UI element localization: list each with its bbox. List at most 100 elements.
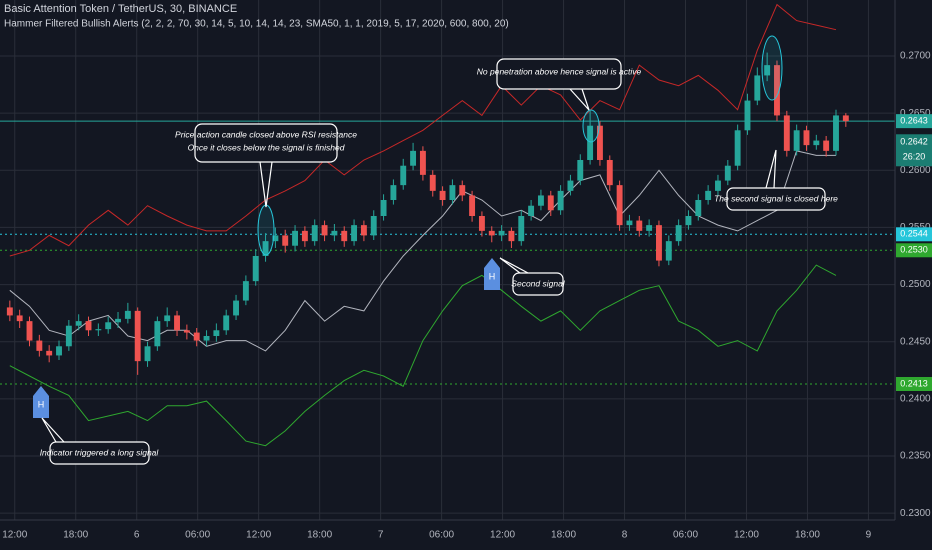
candle-body: [213, 330, 220, 336]
x-tick-label: 12:00: [490, 530, 515, 541]
indicator-title: Hammer Filtered Bullish Alerts (2, 2, 2,…: [4, 19, 509, 30]
callout-pointer: [259, 161, 273, 208]
indicator-line: [9, 264, 837, 447]
candle-body: [547, 195, 554, 211]
candle-body: [144, 346, 151, 362]
candle-body: [282, 235, 289, 246]
candle-body: [488, 230, 495, 236]
candle-body: [252, 256, 259, 282]
candle-body: [498, 230, 505, 236]
candle-body: [596, 125, 603, 160]
candle-body: [518, 216, 525, 242]
candle-body: [321, 225, 328, 236]
x-tick-label: 06:00: [429, 530, 454, 541]
candle-body: [685, 216, 692, 226]
x-tick-label: 06:00: [673, 530, 698, 541]
signal-marker: [484, 258, 500, 290]
candle-body: [842, 115, 849, 122]
candle-body: [95, 329, 102, 331]
price-badge-label: 0.2643: [900, 116, 928, 126]
callout-text: Once it closes below the signal is finis…: [188, 142, 345, 152]
candle-body: [16, 315, 23, 322]
candle-body: [262, 241, 269, 256]
candle-body: [85, 321, 92, 331]
price-badge: [896, 227, 932, 242]
candle-body: [360, 225, 367, 236]
price-badge: [896, 243, 932, 258]
x-tick-label: 12:00: [2, 530, 27, 541]
candle-body: [301, 230, 308, 242]
price-badge-label: 0.2530: [900, 245, 928, 255]
candle-body: [272, 235, 279, 242]
candle-body: [675, 225, 682, 242]
candle-body: [557, 190, 564, 211]
candle-body: [616, 185, 623, 226]
candle-body: [183, 330, 190, 333]
candle-body: [419, 150, 426, 175]
x-tick-label: 18:00: [795, 530, 820, 541]
candle-body: [636, 220, 643, 231]
candle-body: [26, 321, 33, 341]
candle-body: [292, 230, 299, 246]
callout-box: [726, 187, 826, 211]
callout-pointer: [41, 417, 65, 443]
candle-body: [813, 140, 820, 146]
price-badge: [896, 377, 932, 391]
callout-pointer: [499, 257, 529, 274]
candle-body: [124, 310, 131, 319]
candle-body: [705, 190, 712, 200]
candle-body: [754, 75, 761, 101]
signal-marker: [33, 386, 49, 418]
candle-body: [174, 315, 180, 331]
callout-text: Price action candle closed above RSI res…: [175, 129, 357, 139]
y-tick-label: 0.2500: [900, 279, 931, 290]
x-tick-label: 06:00: [185, 530, 210, 541]
callout-text: No penetration above hence signal is act…: [477, 66, 642, 76]
x-tick-label: 6: [134, 530, 140, 541]
candle-body: [164, 315, 171, 322]
candle-body: [75, 321, 82, 326]
price-axis: [895, 0, 932, 550]
last-price-badge: [896, 134, 932, 167]
candle-body: [587, 125, 594, 160]
candle-body: [410, 150, 417, 166]
last-price-label: 0.2642: [900, 137, 928, 147]
candle-body: [203, 336, 210, 341]
countdown-label: 26:20: [903, 152, 926, 162]
x-tick-label: 7: [378, 530, 384, 541]
candle-body: [577, 160, 584, 181]
plot: [0, 3, 895, 447]
candle-body: [528, 205, 535, 216]
candle-body: [331, 230, 338, 236]
candle-body: [449, 185, 456, 200]
candle-body: [537, 195, 544, 206]
candle-body: [459, 185, 466, 196]
candle-body: [65, 325, 72, 347]
candle-body: [439, 190, 446, 200]
y-tick-label: 0.2400: [900, 393, 931, 404]
price-badge: [896, 114, 932, 129]
callout-box: [49, 441, 150, 465]
candle-body: [370, 216, 377, 236]
candle-body: [606, 160, 613, 186]
candle-body: [823, 140, 830, 151]
candle-body: [429, 174, 436, 191]
candle-body: [242, 281, 249, 301]
candle-body: [764, 65, 771, 76]
candle-body: [734, 130, 741, 166]
callout-text: Indicator triggered a long signal: [40, 447, 160, 457]
callout-text: Second signal: [511, 278, 566, 288]
candle-body: [793, 130, 800, 151]
candle-body: [567, 180, 574, 191]
x-tick-label: 18:00: [551, 530, 576, 541]
callout-pointer: [569, 88, 590, 111]
y-tick-label: 0.2300: [900, 508, 931, 519]
candle-body: [380, 200, 387, 216]
candle-body: [341, 230, 348, 242]
y-tick-label: 0.2350: [900, 451, 931, 462]
candle-body: [400, 165, 407, 186]
indicator-line: [9, 3, 837, 257]
candle-body: [626, 220, 633, 226]
